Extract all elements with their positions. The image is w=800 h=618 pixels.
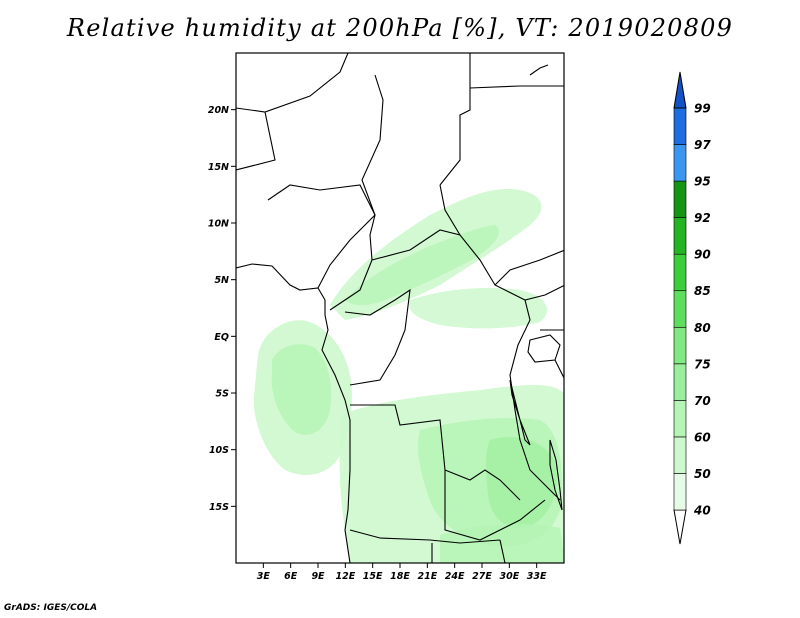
lat-tick-label: 15N bbox=[208, 162, 229, 173]
colorbar-below-triangle bbox=[673, 509, 687, 545]
colorbar-label: 92 bbox=[694, 211, 711, 225]
humidity-region-north-band-inner bbox=[345, 225, 499, 306]
border-zambia bbox=[444, 470, 546, 541]
colorbar-label: 85 bbox=[694, 284, 711, 298]
lat-tick-label: 5N bbox=[214, 275, 229, 286]
lat-tick-label: 10S bbox=[209, 445, 229, 456]
humidity-field bbox=[253, 189, 564, 563]
colorbar-segment bbox=[673, 180, 687, 218]
lon-tick-label: 9E bbox=[311, 571, 325, 582]
lat-tick-label: 15S bbox=[209, 502, 229, 513]
colorbar-label: 75 bbox=[694, 357, 711, 371]
colorbar-label: 40 bbox=[693, 504, 711, 518]
border-drc-east bbox=[509, 299, 561, 501]
colorbar-label: 95 bbox=[694, 175, 711, 189]
colorbar-segment bbox=[673, 326, 687, 365]
colorbar-label: 50 bbox=[694, 467, 711, 481]
lat-tick-label: 5S bbox=[216, 389, 230, 400]
colorbar-label: 70 bbox=[694, 394, 711, 408]
lon-tick-label: 27E bbox=[472, 571, 492, 582]
colorbar-segment bbox=[673, 436, 687, 474]
lon-tick-label: 6E bbox=[284, 571, 298, 582]
country-borders bbox=[236, 53, 564, 563]
colorbar-label: 97 bbox=[694, 138, 711, 152]
grads-credit: GrADS: IGES/COLA bbox=[4, 603, 98, 613]
border-libya-sudan bbox=[439, 53, 471, 186]
border-cameroon bbox=[329, 234, 373, 311]
colorbar-label: 99 bbox=[694, 102, 711, 116]
border-sahara-north bbox=[236, 53, 349, 113]
lat-tick-label: 20N bbox=[208, 105, 229, 116]
humidity-region-central-strip bbox=[409, 288, 548, 329]
lon-tick-label: 30E bbox=[499, 571, 519, 582]
colorbar-segment bbox=[673, 107, 687, 145]
colorbar-segment bbox=[673, 400, 687, 438]
lon-axis: 3E 6E 9E 12E 15E 18E 21E 24E 27E 30E 33E bbox=[257, 563, 547, 582]
lon-tick-label: 33E bbox=[527, 571, 547, 582]
colorbar-segment bbox=[673, 363, 687, 401]
lat-axis: 20N 15N 10N 5N EQ 5S 10S 15S bbox=[208, 105, 236, 513]
colorbar-label: 90 bbox=[694, 248, 711, 262]
colorbar-segment bbox=[673, 473, 687, 511]
lon-tick-label: 24E bbox=[445, 571, 465, 582]
colorbar-label: 60 bbox=[694, 430, 711, 444]
lon-tick-label: 18E bbox=[390, 571, 410, 582]
border-niger-south bbox=[236, 111, 276, 171]
border-east-africa bbox=[540, 284, 564, 380]
border-angola-south bbox=[349, 529, 501, 544]
border-sudan-south bbox=[439, 184, 564, 286]
border-namibia-botswana bbox=[431, 539, 506, 563]
colorbar-label: 80 bbox=[694, 321, 711, 335]
lon-tick-label: 15E bbox=[363, 571, 383, 582]
lon-tick-label: 12E bbox=[335, 571, 355, 582]
lake-victoria bbox=[527, 334, 561, 363]
lake-malawi bbox=[549, 439, 563, 511]
colorbar-segment bbox=[673, 290, 687, 328]
lake-tanganyika bbox=[509, 379, 531, 446]
humidity-region-south-bottom bbox=[440, 524, 564, 563]
colorbar-segment bbox=[673, 253, 687, 292]
border-chad-west bbox=[361, 74, 384, 236]
coastline-north-east bbox=[469, 64, 564, 89]
colorbar: 40 50 60 70 75 80 85 90 92 95 97 99 bbox=[673, 71, 711, 545]
colorbar-segment bbox=[673, 217, 687, 255]
map-title: Relative humidity at 200hPa [%], VT: 201… bbox=[66, 14, 734, 42]
border-car bbox=[371, 229, 546, 301]
lon-tick-label: 21E bbox=[417, 571, 437, 582]
colorbar-above-triangle bbox=[673, 71, 687, 109]
colorbar-segment bbox=[673, 144, 687, 182]
border-nigeria bbox=[267, 184, 376, 289]
humidity-region-west-inner bbox=[271, 344, 332, 435]
coastline-gulf-of-guinea bbox=[236, 263, 351, 563]
humidity-region-south-east bbox=[486, 436, 557, 529]
lat-tick-label: EQ bbox=[214, 332, 229, 343]
lon-tick-label: 3E bbox=[257, 571, 271, 582]
border-congo bbox=[344, 288, 411, 386]
lat-tick-label: 10N bbox=[208, 219, 229, 230]
